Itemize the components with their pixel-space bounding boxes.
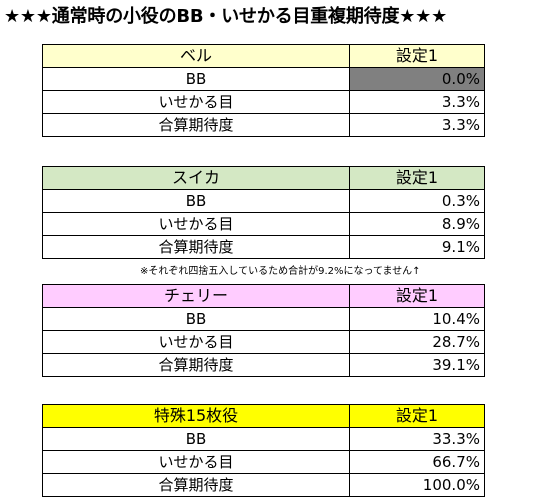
row-value: 28.7% xyxy=(349,330,485,354)
table-cherry: チェリー 設定1 BB 10.4% いせかる目 28.7% 合算期待度 39.1… xyxy=(42,284,485,377)
table-special-15: 特殊15枚役 設定1 BB 33.3% いせかる目 66.7% 合算期待度 10… xyxy=(42,404,485,497)
table-row: 合算期待度 9.1% xyxy=(42,235,485,259)
table-row: いせかる目 8.9% xyxy=(42,212,485,236)
table-header-row: チェリー 設定1 xyxy=(42,284,485,308)
table-row: 合算期待度 3.3% xyxy=(42,113,485,137)
row-value: 66.7% xyxy=(349,450,485,474)
row-value: 3.3% xyxy=(349,113,485,137)
table-bell: ベル 設定1 BB 0.0% いせかる目 3.3% 合算期待度 3.3% xyxy=(42,44,485,137)
row-value: 10.4% xyxy=(349,307,485,331)
row-value: 0.0% xyxy=(349,67,485,91)
row-label: 合算期待度 xyxy=(42,353,350,377)
row-label: いせかる目 xyxy=(42,212,350,236)
table-row: BB 10.4% xyxy=(42,307,485,331)
row-label: いせかる目 xyxy=(42,330,350,354)
row-label: いせかる目 xyxy=(42,450,350,474)
page-title: ★★★通常時の小役のBB・いせかる目重複期待度★★★ xyxy=(4,6,448,27)
row-label: BB xyxy=(42,307,350,331)
row-label: いせかる目 xyxy=(42,90,350,114)
row-label: BB xyxy=(42,427,350,451)
row-label: BB xyxy=(42,67,350,91)
table-name-cell: スイカ xyxy=(42,166,350,190)
table-watermelon: スイカ 設定1 BB 0.3% いせかる目 8.9% 合算期待度 9.1% xyxy=(42,166,485,259)
row-value: 9.1% xyxy=(349,235,485,259)
row-label: 合算期待度 xyxy=(42,473,350,497)
row-label: 合算期待度 xyxy=(42,113,350,137)
row-value: 39.1% xyxy=(349,353,485,377)
table-name-cell: 特殊15枚役 xyxy=(42,404,350,428)
table-row: BB 33.3% xyxy=(42,427,485,451)
setting-header-cell: 設定1 xyxy=(349,44,485,68)
row-label: 合算期待度 xyxy=(42,235,350,259)
table-row: BB 0.0% xyxy=(42,67,485,91)
footnote: ※それぞれ四捨五入しているため合計が9.2%になってません↑ xyxy=(140,266,421,277)
setting-header-cell: 設定1 xyxy=(349,166,485,190)
table-row: いせかる目 3.3% xyxy=(42,90,485,114)
table-row: BB 0.3% xyxy=(42,189,485,213)
table-header-row: スイカ 設定1 xyxy=(42,166,485,190)
row-label: BB xyxy=(42,189,350,213)
table-name-cell: ベル xyxy=(42,44,350,68)
row-value: 0.3% xyxy=(349,189,485,213)
row-value: 3.3% xyxy=(349,90,485,114)
table-name-cell: チェリー xyxy=(42,284,350,308)
table-header-row: ベル 設定1 xyxy=(42,44,485,68)
row-value: 100.0% xyxy=(349,473,485,497)
row-value: 8.9% xyxy=(349,212,485,236)
table-row: いせかる目 28.7% xyxy=(42,330,485,354)
table-row: 合算期待度 100.0% xyxy=(42,473,485,497)
table-row: いせかる目 66.7% xyxy=(42,450,485,474)
setting-header-cell: 設定1 xyxy=(349,404,485,428)
row-value: 33.3% xyxy=(349,427,485,451)
table-header-row: 特殊15枚役 設定1 xyxy=(42,404,485,428)
table-row: 合算期待度 39.1% xyxy=(42,353,485,377)
setting-header-cell: 設定1 xyxy=(349,284,485,308)
